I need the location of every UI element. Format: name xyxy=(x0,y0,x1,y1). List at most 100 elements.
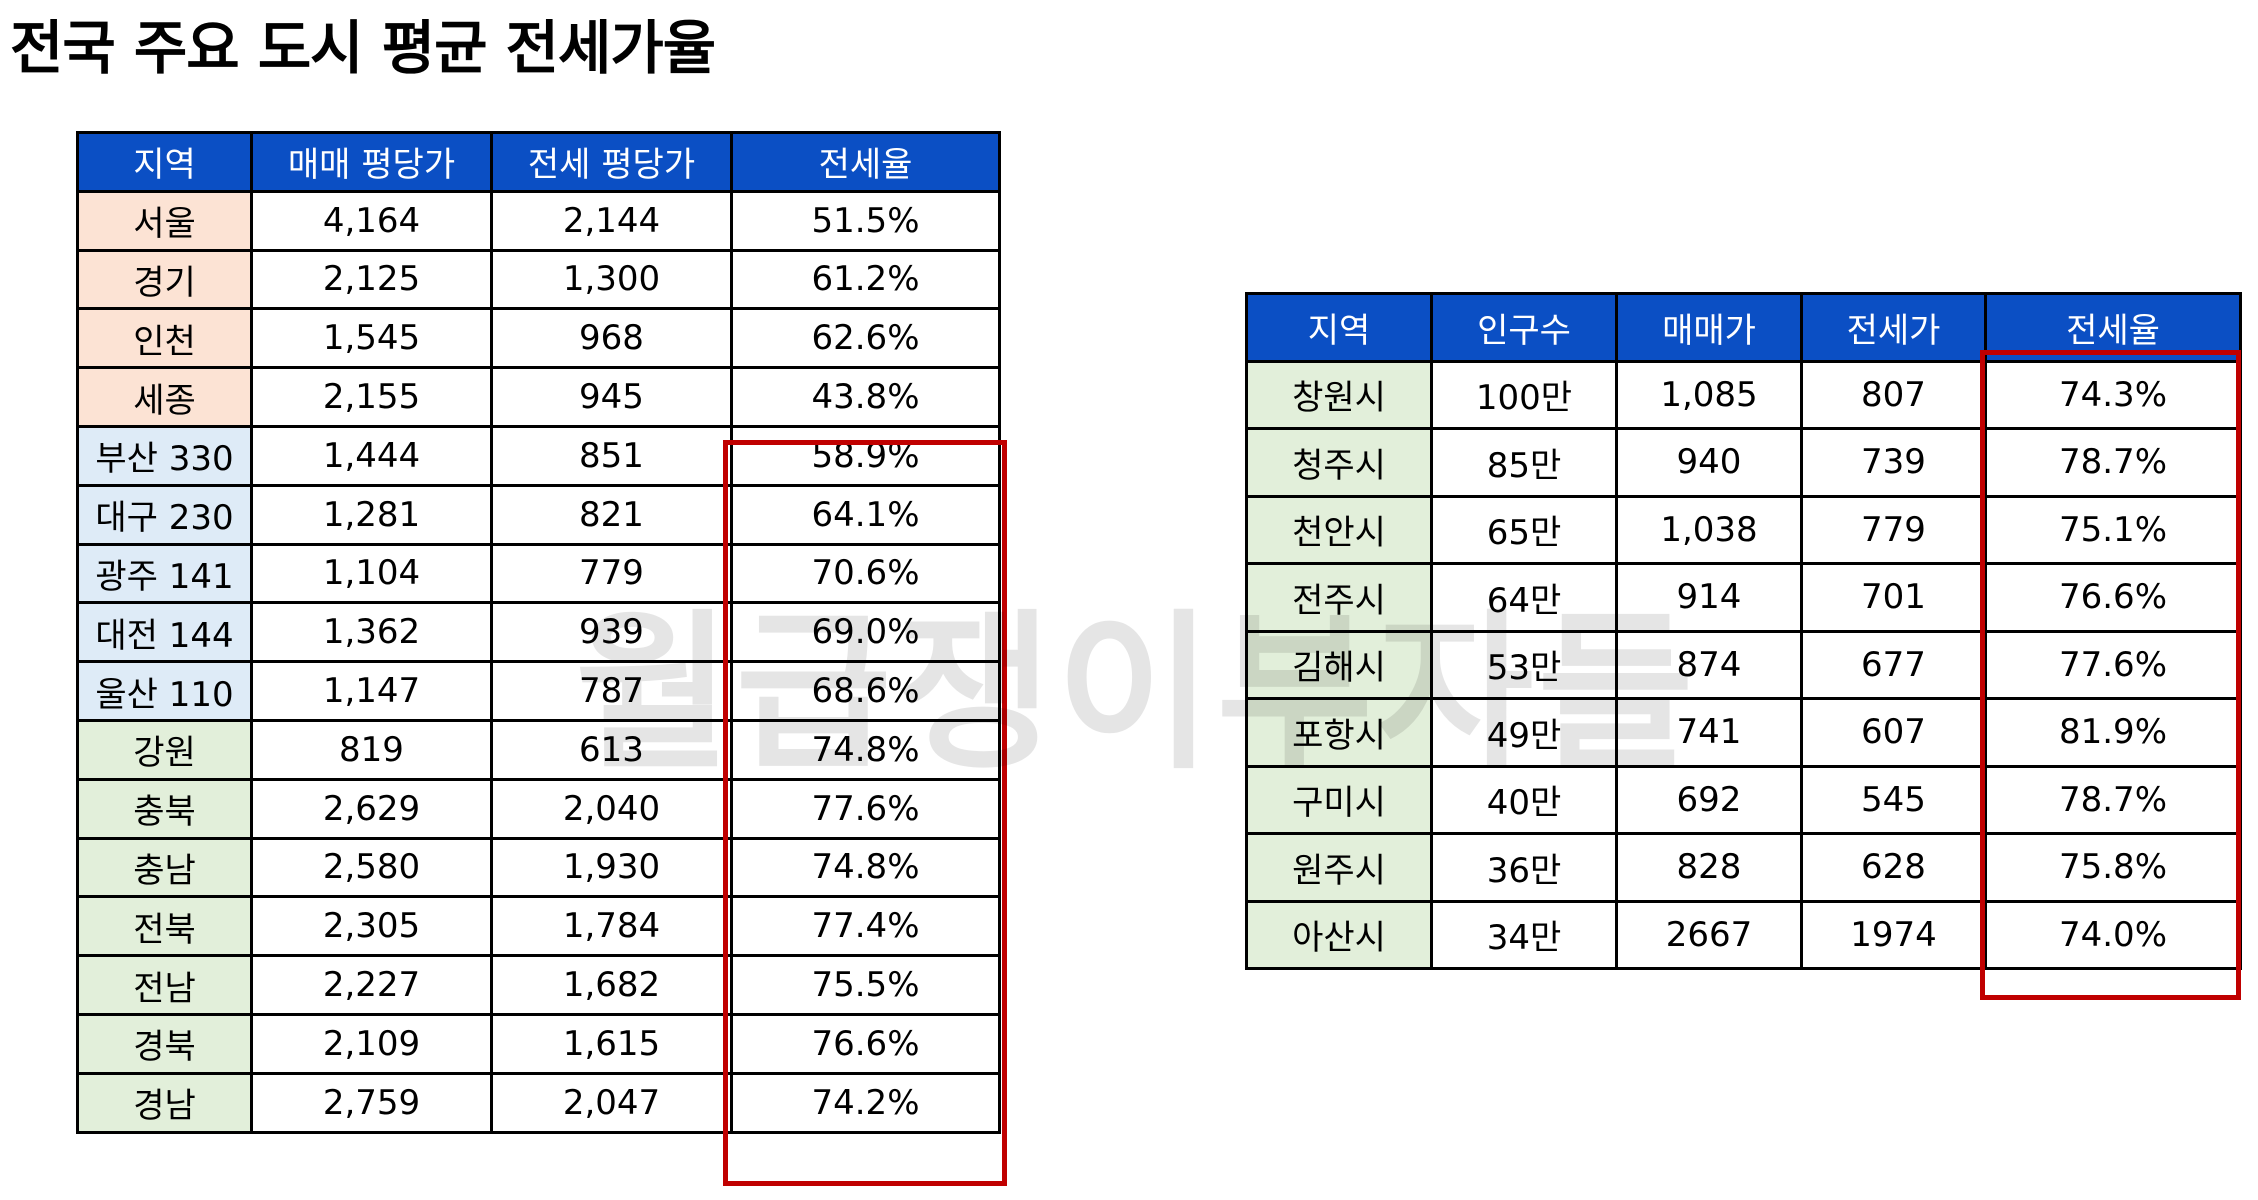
table-row: 부산 330 1,444 851 58.9% xyxy=(76,424,1001,487)
city-jeonse-table: 지역 인구수 매매가 전세가 전세율 창원시 100만 1,085 807 74.3% 청… xyxy=(1245,292,2242,970)
sale-price-cell: 1,281 xyxy=(250,483,493,546)
city-cell: 구미시 xyxy=(1245,764,1433,835)
sale-price-cell: 1,545 xyxy=(250,307,493,370)
region-cell: 세종 xyxy=(76,366,253,428)
jeonse-ratio-cell: 76.6% xyxy=(1984,562,2242,633)
sale-price-cell: 741 xyxy=(1615,697,1803,768)
table-row: 대전 144 1,362 939 69.0% xyxy=(76,601,1001,664)
table-row: 천안시 65만 1,038 779 75.1% xyxy=(1245,494,2242,565)
region-cell: 대전 144 xyxy=(76,601,253,664)
city-table-body: 창원시 100만 1,085 807 74.3% 청주시 85만 940 739 78.7% 천안시… xyxy=(1245,359,2242,970)
population-cell: 36만 xyxy=(1430,832,1618,903)
region-cell: 전북 xyxy=(76,895,253,958)
jeonse-ratio-cell: 62.6% xyxy=(730,307,1001,370)
jeonse-price-cell: 1974 xyxy=(1800,899,1987,970)
table-row: 광주 141 1,104 779 70.6% xyxy=(76,542,1001,605)
sale-price-cell: 1,444 xyxy=(250,424,493,487)
table-row: 서울 4,164 2,144 51.5% xyxy=(76,189,1001,252)
header-jeonse-price: 전세가 xyxy=(1800,292,1987,363)
city-cell: 포항시 xyxy=(1245,697,1433,768)
city-cell: 김해시 xyxy=(1245,629,1433,700)
region-cell: 경남 xyxy=(76,1071,253,1134)
jeonse-ratio-cell: 74.0% xyxy=(1984,899,2242,970)
jeonse-ratio-cell: 58.9% xyxy=(730,424,1001,487)
table-header-row: 지역 인구수 매매가 전세가 전세율 xyxy=(1245,292,2242,363)
jeonse-ratio-cell: 68.6% xyxy=(730,660,1001,722)
population-cell: 85만 xyxy=(1430,427,1618,498)
table-row: 강원 819 613 74.8% xyxy=(76,718,1001,781)
jeonse-price-cell: 545 xyxy=(1800,764,1987,835)
jeonse-ratio-cell: 75.1% xyxy=(1984,494,2242,565)
sale-price-cell: 1,104 xyxy=(250,542,493,605)
table-header-row: 지역 매매 평당가 전세 평당가 전세율 xyxy=(76,131,1001,193)
jeonse-ratio-cell: 77.6% xyxy=(730,777,1001,840)
table-row: 충남 2,580 1,930 74.8% xyxy=(76,836,1001,899)
table-row: 청주시 85만 940 739 78.7% xyxy=(1245,427,2242,498)
table-row: 울산 110 1,147 787 68.6% xyxy=(76,660,1001,722)
region-cell: 광주 141 xyxy=(76,542,253,605)
table-row: 경북 2,109 1,615 76.6% xyxy=(76,1012,1001,1075)
jeonse-ratio-cell: 69.0% xyxy=(730,601,1001,664)
sale-price-cell: 828 xyxy=(1615,832,1803,903)
population-cell: 53만 xyxy=(1430,629,1618,700)
sale-price-cell: 4,164 xyxy=(250,189,493,252)
population-cell: 65만 xyxy=(1430,494,1618,565)
table-row: 전북 2,305 1,784 77.4% xyxy=(76,895,1001,958)
population-cell: 49만 xyxy=(1430,697,1618,768)
jeonse-price-cell: 1,784 xyxy=(490,895,733,958)
jeonse-price-cell: 613 xyxy=(490,718,733,781)
header-jeonse-ratio: 전세율 xyxy=(1984,292,2242,363)
sale-price-cell: 1,085 xyxy=(1615,359,1803,430)
region-cell: 부산 330 xyxy=(76,424,253,487)
sale-price-cell: 2,227 xyxy=(250,954,493,1016)
jeonse-ratio-cell: 75.5% xyxy=(730,954,1001,1016)
header-jeonse-per-pyeong: 전세 평당가 xyxy=(490,131,733,193)
sale-price-cell: 692 xyxy=(1615,764,1803,835)
jeonse-ratio-cell: 61.2% xyxy=(730,248,1001,311)
jeonse-ratio-cell: 43.8% xyxy=(730,366,1001,428)
region-cell: 충북 xyxy=(76,777,253,840)
jeonse-price-cell: 807 xyxy=(1800,359,1987,430)
sale-price-cell: 1,038 xyxy=(1615,494,1803,565)
jeonse-ratio-cell: 51.5% xyxy=(730,189,1001,252)
jeonse-price-cell: 821 xyxy=(490,483,733,546)
sale-price-cell: 1,362 xyxy=(250,601,493,664)
region-cell: 서울 xyxy=(76,189,253,252)
city-cell: 창원시 xyxy=(1245,359,1433,430)
jeonse-ratio-cell: 77.6% xyxy=(1984,629,2242,700)
page-title: 전국 주요 도시 평균 전세가율 xyxy=(10,14,716,82)
table-row: 구미시 40만 692 545 78.7% xyxy=(1245,764,2242,835)
jeonse-price-cell: 939 xyxy=(490,601,733,664)
table-row: 아산시 34만 2667 1974 74.0% xyxy=(1245,899,2242,970)
region-cell: 충남 xyxy=(76,836,253,899)
sale-price-cell: 1,147 xyxy=(250,660,493,722)
table-row: 대구 230 1,281 821 64.1% xyxy=(76,483,1001,546)
region-cell: 전남 xyxy=(76,954,253,1016)
jeonse-price-cell: 2,144 xyxy=(490,189,733,252)
table-row: 세종 2,155 945 43.8% xyxy=(76,366,1001,428)
jeonse-ratio-cell: 76.6% xyxy=(730,1012,1001,1075)
region-cell: 경기 xyxy=(76,248,253,311)
population-cell: 40만 xyxy=(1430,764,1618,835)
regional-table-body: 서울 4,164 2,144 51.5% 경기 2,125 1,300 61.2% 인천 1,54… xyxy=(76,189,1001,1134)
jeonse-price-cell: 701 xyxy=(1800,562,1987,633)
population-cell: 34만 xyxy=(1430,899,1618,970)
jeonse-ratio-cell: 64.1% xyxy=(730,483,1001,546)
jeonse-price-cell: 779 xyxy=(490,542,733,605)
city-cell: 아산시 xyxy=(1245,899,1433,970)
jeonse-ratio-cell: 74.8% xyxy=(730,718,1001,781)
table-row: 인천 1,545 968 62.6% xyxy=(76,307,1001,370)
sale-price-cell: 2,125 xyxy=(250,248,493,311)
jeonse-price-cell: 851 xyxy=(490,424,733,487)
sale-price-cell: 2,759 xyxy=(250,1071,493,1134)
table-row: 전남 2,227 1,682 75.5% xyxy=(76,954,1001,1016)
jeonse-price-cell: 677 xyxy=(1800,629,1987,700)
header-sale-price: 매매가 xyxy=(1615,292,1803,363)
jeonse-price-cell: 1,930 xyxy=(490,836,733,899)
table-row: 김해시 53만 874 677 77.6% xyxy=(1245,629,2242,700)
table-row: 창원시 100만 1,085 807 74.3% xyxy=(1245,359,2242,430)
sale-price-cell: 2,580 xyxy=(250,836,493,899)
header-region: 지역 xyxy=(1245,292,1433,363)
region-cell: 대구 230 xyxy=(76,483,253,546)
regional-jeonse-table: 지역 매매 평당가 전세 평당가 전세율 서울 4,164 2,144 51.5% 경기… xyxy=(76,131,1001,1134)
